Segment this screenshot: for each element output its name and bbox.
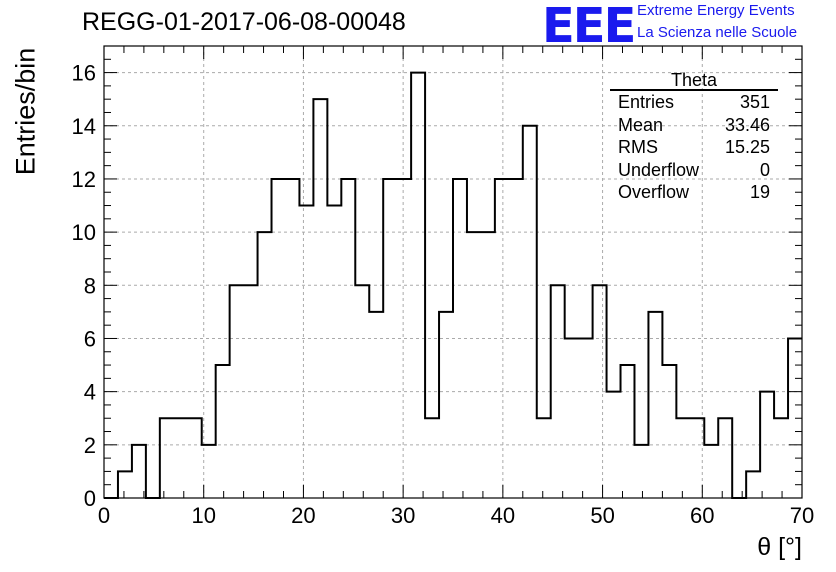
stats-label: Mean bbox=[618, 114, 664, 135]
histogram-bin bbox=[118, 471, 132, 498]
histogram-bin bbox=[565, 338, 579, 498]
histogram-bin bbox=[383, 179, 397, 498]
histogram-bin bbox=[160, 418, 174, 498]
y-tick-label: 2 bbox=[84, 433, 96, 458]
y-tick-label: 6 bbox=[84, 326, 96, 351]
stats-row-rms: RMS 15.25 bbox=[610, 136, 778, 159]
stats-label: Underflow bbox=[618, 159, 700, 180]
histogram-bin bbox=[216, 365, 230, 498]
histogram-bin bbox=[425, 418, 439, 498]
stats-value: 33.46 bbox=[724, 114, 770, 135]
eee-logo-line1: Extreme Energy Events bbox=[637, 2, 795, 19]
histogram-bin bbox=[439, 312, 453, 498]
y-tick-label: 16 bbox=[72, 61, 96, 86]
x-tick-label: 60 bbox=[690, 503, 714, 528]
y-axis-label: Entries/bin bbox=[10, 47, 41, 176]
histogram-bin bbox=[299, 206, 313, 498]
x-tick-label: 10 bbox=[191, 503, 215, 528]
histogram-bin bbox=[676, 418, 690, 498]
x-tick-label: 30 bbox=[391, 503, 415, 528]
stats-row-mean: Mean 33.46 bbox=[610, 114, 778, 137]
histogram-bin bbox=[132, 445, 146, 498]
histogram-bin bbox=[481, 232, 495, 498]
x-axis-label: θ [°] bbox=[757, 533, 802, 561]
histogram-bin bbox=[648, 312, 662, 498]
stats-row-entries: Entries 351 bbox=[610, 91, 778, 114]
x-tick-label: 50 bbox=[590, 503, 614, 528]
stats-value: 19 bbox=[749, 182, 770, 202]
stats-value: 351 bbox=[739, 92, 770, 112]
y-tick-label: 8 bbox=[84, 273, 96, 298]
x-tick-label: 70 bbox=[790, 503, 814, 528]
y-tick-label: 12 bbox=[72, 167, 96, 192]
histogram-bin bbox=[523, 126, 537, 498]
stats-value: 15.25 bbox=[724, 137, 770, 157]
histogram-bin bbox=[313, 99, 327, 498]
histogram-bin bbox=[258, 232, 272, 498]
stats-label: Overflow bbox=[618, 182, 690, 202]
stats-row-underflow: Underflow 0 bbox=[610, 159, 778, 182]
eee-logo-line2: La Scienza nelle Scuole bbox=[637, 24, 798, 41]
histogram-bin bbox=[634, 445, 648, 498]
histogram-bin bbox=[579, 338, 593, 498]
histogram-bin bbox=[537, 418, 551, 498]
stats-row-overflow: Overflow 19 bbox=[610, 181, 778, 204]
histogram-bin bbox=[718, 418, 732, 498]
x-tick-label: 0 bbox=[98, 503, 110, 528]
histogram-bin bbox=[774, 418, 788, 498]
y-tick-label: 14 bbox=[72, 114, 96, 139]
histogram-bin bbox=[369, 312, 383, 498]
stats-value: 0 bbox=[759, 159, 770, 180]
eee-logo: EEE bbox=[542, 0, 636, 54]
stats-box: Theta Entries 351 Mean 33.46 RMS 15.25 U… bbox=[610, 70, 778, 204]
histogram-bin bbox=[621, 365, 635, 498]
histogram-bin bbox=[341, 179, 355, 498]
histogram-bin bbox=[467, 232, 481, 498]
y-tick-label: 4 bbox=[84, 380, 96, 405]
histogram-line bbox=[104, 71, 802, 499]
histogram-bin bbox=[704, 445, 718, 498]
x-tick-label: 20 bbox=[291, 503, 315, 528]
histogram-bin bbox=[746, 471, 760, 498]
stats-title: Theta bbox=[610, 70, 778, 91]
stats-label: Entries bbox=[618, 92, 675, 112]
x-tick-label: 40 bbox=[491, 503, 515, 528]
histogram-bin bbox=[188, 418, 202, 498]
y-tick-label: 10 bbox=[72, 220, 96, 245]
chart-title: REGG-01-2017-06-08-00048 bbox=[82, 8, 406, 36]
histogram-bin bbox=[174, 418, 188, 498]
stats-label: RMS bbox=[618, 137, 658, 157]
y-tick-label: 0 bbox=[84, 486, 96, 511]
histogram-bin bbox=[327, 206, 341, 498]
histogram-bin bbox=[662, 365, 676, 498]
